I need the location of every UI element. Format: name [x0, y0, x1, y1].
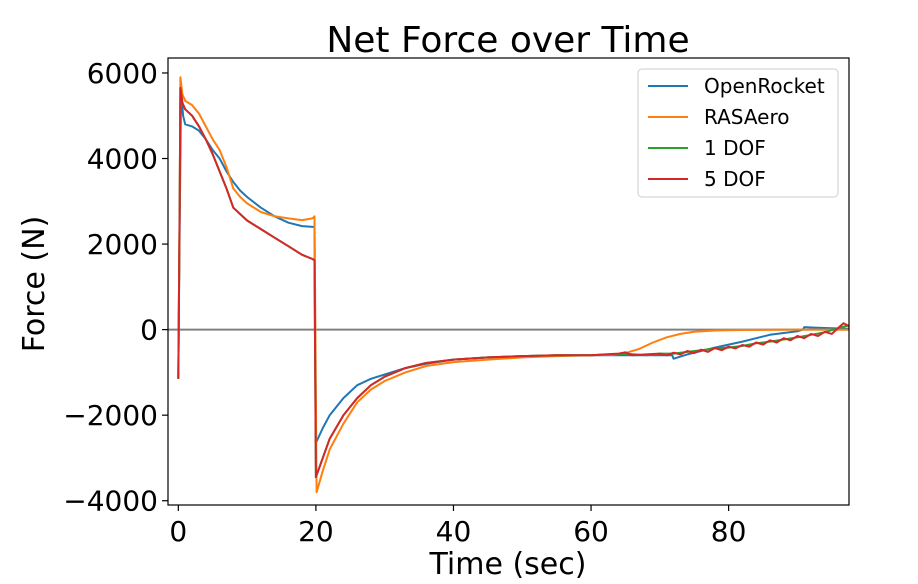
- x-tick-label: 20: [298, 515, 334, 548]
- x-tick-label: 80: [711, 515, 747, 548]
- series-line-openrocket: [177, 89, 849, 444]
- x-tick-label: 40: [436, 515, 472, 548]
- series-line-rasaero: [177, 76, 849, 494]
- x-axis-label: Time (sec): [429, 547, 587, 582]
- y-tick-label: 0: [140, 314, 158, 347]
- plot-area: 0 20 40 60 80 −4000 −2000 0 2000 4000 6000: [63, 57, 850, 548]
- x-tick-label: 60: [573, 515, 609, 548]
- legend-label: OpenRocket: [704, 74, 825, 98]
- legend-label: RASAero: [704, 105, 790, 129]
- legend-label: 1 DOF: [704, 136, 766, 160]
- plot-frame: [167, 57, 850, 506]
- y-tick-label: 6000: [87, 57, 158, 90]
- y-tick-label: −2000: [63, 399, 158, 432]
- legend-box: [637, 68, 839, 198]
- series-line-5-dof: [177, 86, 849, 479]
- legend-label: 5 DOF: [704, 167, 766, 191]
- y-tick-label: 2000: [87, 228, 158, 261]
- chart-title: Net Force over Time: [326, 20, 689, 61]
- y-tick-label: −4000: [63, 485, 158, 518]
- y-tick-label: 4000: [87, 143, 158, 176]
- x-tick-label: 0: [169, 515, 187, 548]
- legend: OpenRocket RASAero 1 DOF 5 DOF: [637, 68, 839, 198]
- y-axis-label: Force (N): [17, 216, 52, 353]
